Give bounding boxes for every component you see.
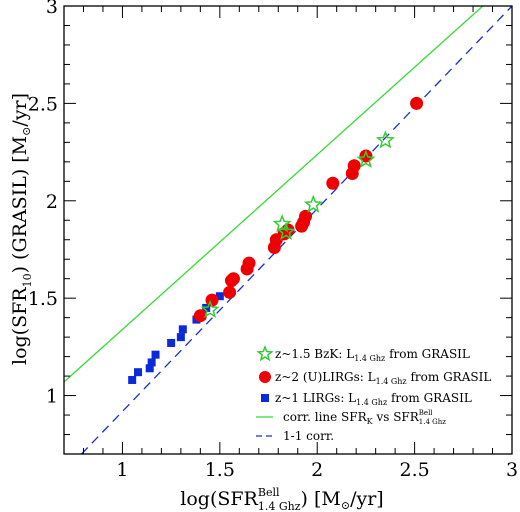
axis-ticks	[63, 5, 513, 455]
legend-label-corr: corr. line SFRK vs SFRBell 1.4 Ghz	[283, 409, 446, 426]
ulirg-point	[205, 293, 219, 307]
y-axis-title: log(SFR10) (GRASIL) [M⊙/yr]	[9, 93, 34, 365]
y-tick-label: 2	[46, 191, 58, 213]
legend: z~1.5 BzK: L1.4 Ghz from GRASIL z~2 (U)L…	[256, 344, 491, 443]
x-tick-label: 2	[311, 459, 323, 481]
x-tick-label: 2.5	[399, 459, 429, 481]
y-tick-label: 1.5	[28, 288, 58, 310]
ulirg-point	[223, 285, 237, 299]
ulirg-point	[347, 159, 361, 173]
lirg-point	[215, 292, 224, 301]
ulirg-point	[299, 209, 313, 223]
one2one-line	[81, 6, 512, 454]
legend-entry-corr: corr. line SFRK vs SFRBell 1.4 Ghz	[256, 409, 446, 426]
legend-label-ulirg: z~2 (U)LIRGs: L1.4 Ghz from GRASIL	[275, 370, 491, 386]
legend-label-bzk: z~1.5 BzK: L1.4 Ghz from GRASIL	[275, 347, 470, 363]
ulirg-point	[193, 309, 207, 323]
x-tick-label: 3	[506, 459, 518, 481]
ulirg-point	[359, 149, 373, 163]
legend-square-marker	[261, 394, 269, 402]
lirg-point	[167, 338, 176, 347]
legend-label-lirg: z~1 LIRGs: L1.4 Ghz from GRASIL	[275, 391, 472, 407]
ulirg-point	[242, 256, 256, 270]
bzk-point	[272, 214, 292, 233]
ulirg-point	[410, 96, 424, 110]
plot-frame	[63, 5, 513, 455]
lirg-point	[151, 350, 160, 359]
ulirg-point	[226, 272, 240, 286]
lirg-point	[147, 358, 156, 367]
axis-tick-labels: 1 1.5 2 2.5 3 1 1.5 2 2.5 3	[28, 0, 518, 481]
legend-entry-bzk: z~1.5 BzK: L1.4 Ghz from GRASIL	[256, 344, 470, 363]
reference-lines	[64, 6, 512, 454]
x-tick-label: 1.5	[205, 459, 235, 481]
x-tick-label: 1	[116, 459, 128, 481]
legend-entry-lirg: z~1 LIRGs: L1.4 Ghz from GRASIL	[261, 391, 472, 407]
bzk-point	[200, 299, 220, 318]
lirg-point	[202, 303, 211, 312]
ulirg-point	[326, 176, 340, 190]
lirg-point	[178, 325, 187, 334]
corr-line	[64, 6, 484, 383]
lirg-point	[145, 364, 154, 373]
legend-label-one2one: 1-1 corr.	[283, 429, 334, 443]
data-points	[128, 96, 424, 384]
bzk-point	[303, 194, 323, 213]
bzk-point	[276, 221, 296, 241]
legend-star-marker	[256, 344, 274, 362]
x-axis-title: log(SFRBell 1.4 Ghz) [M⊙/yr]	[180, 486, 383, 512]
y-tick-label: 2.5	[28, 93, 58, 115]
bzk-point	[375, 130, 395, 149]
bzk-point	[356, 149, 376, 168]
lirg-point	[176, 333, 185, 342]
lirg-point	[128, 375, 137, 384]
legend-entry-ulirg: z~2 (U)LIRGs: L1.4 Ghz from GRASIL	[259, 370, 491, 386]
y-tick-label: 3	[46, 0, 58, 18]
legend-entry-one2one: 1-1 corr.	[256, 429, 334, 443]
lirg-point	[134, 368, 143, 377]
y-tick-label: 1	[46, 386, 58, 408]
legend-circle-marker	[259, 371, 271, 383]
